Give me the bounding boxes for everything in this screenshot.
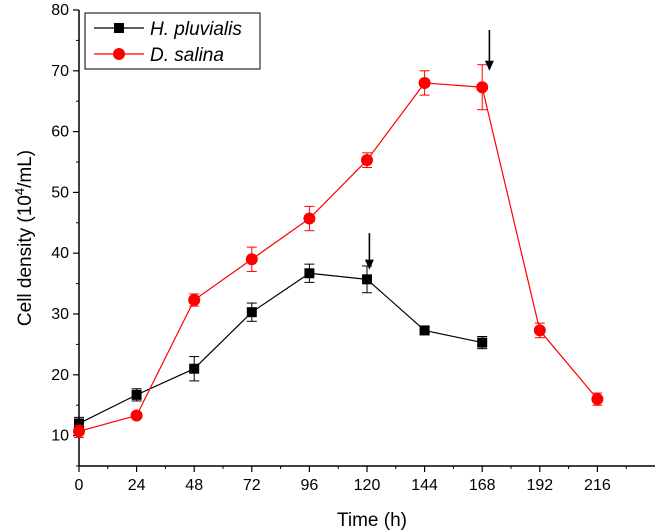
data-point-h-pluvialis (362, 274, 372, 285)
arrow-head (364, 259, 374, 270)
x-tick-label: 168 (469, 477, 496, 494)
x-axis-title: Time (h) (337, 510, 407, 531)
data-point-h-pluvialis (477, 337, 488, 348)
data-point-d-salina (73, 425, 85, 438)
legend-label-h-pluvialis: H. pluvialis (150, 19, 242, 40)
data-point-h-pluvialis (74, 418, 84, 429)
legend-marker-d-salina (113, 48, 125, 60)
y-axis-title-tail: /mL) (15, 150, 36, 188)
y-tick-label: 10 (51, 428, 69, 445)
annotation-arrow (364, 233, 374, 270)
legend-entry-d-salina: D. salina (94, 45, 224, 66)
y-axis-title-main: Cell density (10 (15, 195, 36, 326)
data-point-d-salina (188, 294, 201, 307)
y-tick-label: 50 (51, 184, 69, 201)
legend-entry-h-pluvialis: H. pluvialis (94, 19, 242, 40)
annotation-layer (364, 30, 494, 270)
x-tick-label: 0 (75, 477, 84, 494)
data-point-h-pluvialis (419, 325, 430, 336)
data-point-d-salina (130, 409, 143, 422)
data-point-d-salina (476, 81, 489, 94)
data-point-h-pluvialis (246, 307, 257, 318)
series-line-d-salina (78, 82, 598, 432)
x-tick-label: 96 (301, 477, 319, 494)
y-tick-label: 40 (51, 245, 69, 262)
data-point-d-salina (418, 76, 431, 89)
axes (78, 10, 655, 467)
data-point-h-pluvialis (131, 389, 142, 400)
data-point-d-salina (245, 253, 258, 266)
data-point-h-pluvialis (189, 363, 200, 374)
series-line-h-pluvialis (78, 272, 483, 424)
x-tick-label: 24 (128, 477, 146, 494)
y-tick-label: 80 (51, 2, 69, 19)
x-tick-label: 120 (354, 477, 381, 494)
legend-box (84, 12, 261, 70)
data-point-d-salina (303, 212, 316, 225)
series-d-salina (73, 64, 604, 438)
legend: H. pluvialis D. salina (84, 12, 261, 70)
legend-marker-h-pluvialis (114, 23, 124, 33)
data-point-d-salina (591, 393, 604, 406)
x-tick-label: 48 (185, 477, 203, 494)
x-tick-label: 144 (411, 477, 438, 494)
legend-label-d-salina: D. salina (150, 45, 224, 66)
data-point-d-salina (361, 154, 373, 167)
y-tick-label: 20 (51, 367, 69, 384)
data-point-h-pluvialis (304, 268, 315, 279)
y-tick-label: 30 (51, 306, 69, 323)
arrow-head (484, 60, 494, 71)
x-tick-label: 192 (526, 477, 553, 494)
y-tick-label: 70 (51, 63, 69, 80)
y-axis-title: Cell density (104/mL) (12, 150, 36, 326)
y-tick-label: 60 (51, 124, 69, 141)
ticks: 0 24 48 72 96 120 144 168 192 216 10 20 30 40 50 60 70 80 (51, 2, 627, 494)
x-tick-label: 216 (584, 477, 611, 494)
annotation-arrow (484, 30, 494, 71)
data-point-d-salina (533, 324, 546, 337)
x-tick-label: 72 (243, 477, 261, 494)
series-layer (73, 64, 604, 438)
y-axis-title-superscript: 4 (12, 188, 27, 195)
series-h-pluvialis (74, 263, 488, 431)
